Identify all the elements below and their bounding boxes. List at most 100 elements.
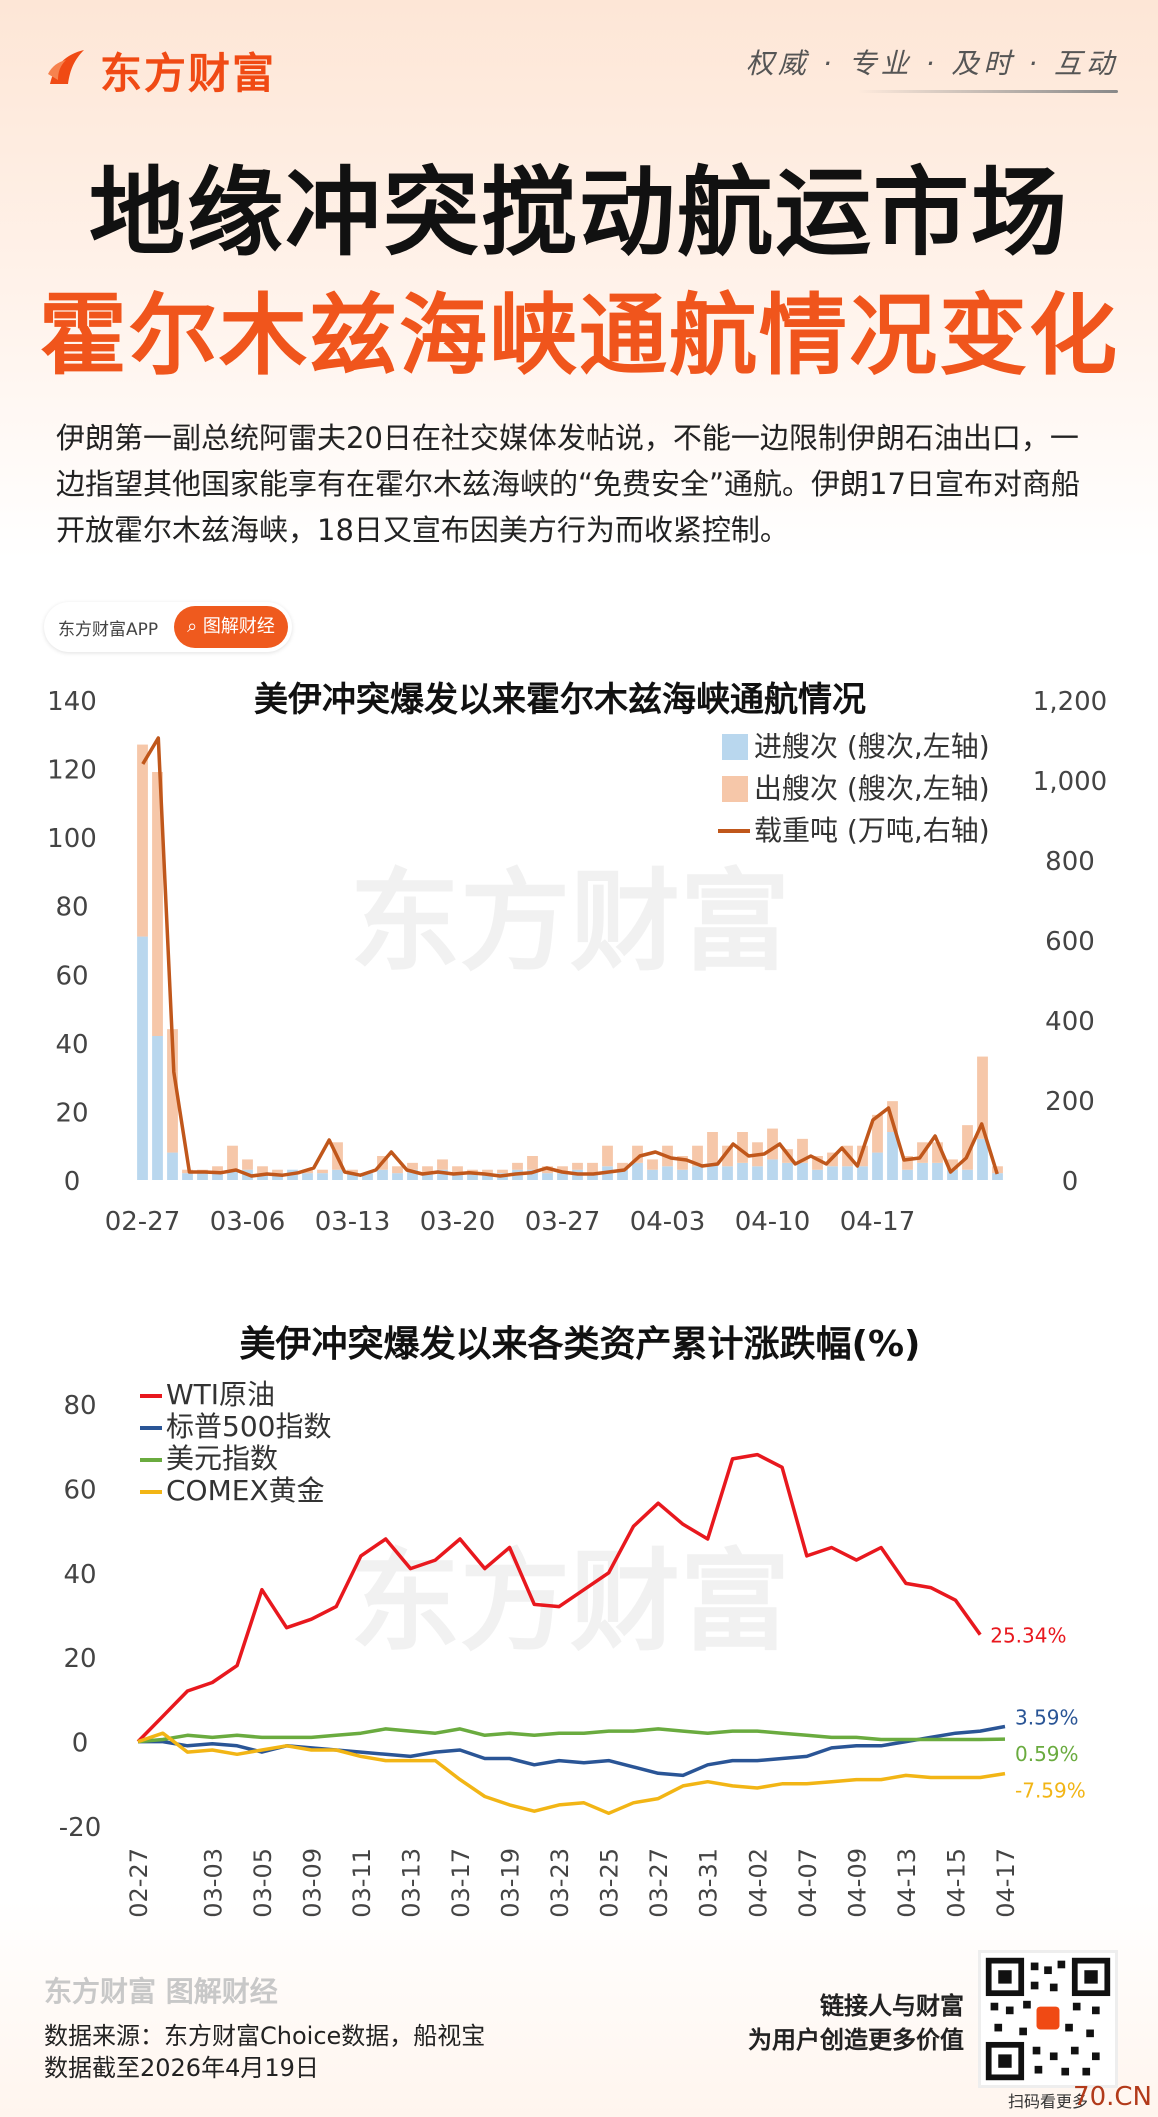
y-left-tick-label: 0 — [64, 1167, 81, 1197]
legend-label: 美元指数 — [166, 1442, 278, 1475]
y-right-tick-label: 400 — [1045, 1007, 1095, 1037]
x-tick-label: 04-03 — [630, 1207, 706, 1237]
bar-inbound — [137, 936, 148, 1180]
bar-outbound — [182, 1169, 193, 1174]
x-tick-label: 02-27 — [105, 1207, 181, 1237]
bar-inbound — [452, 1173, 463, 1180]
bar-outbound — [572, 1162, 583, 1170]
legend-swatch-outbound — [722, 776, 748, 802]
bar-outbound — [617, 1162, 628, 1170]
bar-outbound — [632, 1145, 643, 1163]
x-tick-label: 03-20 — [420, 1207, 496, 1237]
series-line — [136, 1452, 982, 1743]
bar-inbound — [962, 1169, 973, 1180]
bar-outbound — [422, 1166, 433, 1174]
bar-inbound — [947, 1169, 958, 1180]
legend-label-outbound: 出艘次 (艘次,左轴) — [754, 772, 990, 805]
data-date: 数据截至2026年4月19日 — [44, 2054, 319, 2082]
bar-outbound — [977, 1056, 988, 1139]
bar-outbound — [557, 1166, 568, 1174]
bar-inbound — [557, 1173, 568, 1180]
bar-inbound — [302, 1173, 313, 1180]
bar-inbound — [332, 1169, 343, 1180]
bar-inbound — [812, 1169, 823, 1180]
app-name: 东方财富APP — [58, 620, 159, 640]
bar-inbound — [617, 1169, 628, 1180]
y-left-tick-label: 140 — [47, 687, 97, 717]
bar-outbound — [347, 1169, 358, 1174]
end-value-label: -7.59% — [1015, 1779, 1086, 1803]
y-left-tick-label: 120 — [47, 756, 97, 786]
bar-inbound — [422, 1173, 433, 1180]
bar-inbound — [212, 1173, 223, 1180]
bar-outbound — [527, 1156, 538, 1170]
bar-inbound — [692, 1166, 703, 1180]
bar-inbound — [902, 1169, 913, 1180]
qr-code[interactable] — [978, 1950, 1118, 2088]
bar-outbound — [437, 1159, 448, 1170]
bar-outbound — [452, 1166, 463, 1174]
chart2-watermark: 东方财富 — [350, 1538, 790, 1666]
end-value-label: 25.34% — [990, 1624, 1066, 1648]
bar-outbound — [932, 1142, 943, 1163]
bar-outbound — [272, 1169, 283, 1174]
bar-inbound — [407, 1169, 418, 1180]
y-tick-label: 0 — [72, 1729, 89, 1759]
y-right-tick-label: 1,200 — [1033, 687, 1107, 717]
series-line-tonnage — [141, 736, 999, 1178]
bar-outbound — [947, 1159, 958, 1170]
y-tick-label: 20 — [63, 1644, 96, 1674]
y-right-tick-label: 800 — [1045, 847, 1095, 877]
bar-inbound — [782, 1162, 793, 1180]
bar-outbound — [242, 1159, 253, 1170]
end-value-label: 3.59% — [1015, 1705, 1079, 1729]
assets-chart: 东方财富 80 60 40 20 0 -20 25.34% 3.59% 0.59% -7.59% 02… — [59, 1378, 1086, 1918]
bar-outbound — [722, 1145, 733, 1167]
bar-outbound — [692, 1145, 703, 1167]
bar-inbound — [662, 1166, 673, 1180]
bar-outbound — [647, 1159, 658, 1170]
x-tick-label: 03-09 — [298, 1848, 326, 1918]
bar-outbound — [872, 1114, 883, 1153]
bar-outbound — [407, 1162, 418, 1170]
bar-inbound — [167, 1152, 178, 1180]
bar-outbound — [167, 1029, 178, 1153]
x-tick-label: 04-02 — [744, 1848, 772, 1918]
bar-inbound — [767, 1159, 778, 1180]
legend-label: WTI原油 — [166, 1378, 275, 1411]
bar-inbound — [197, 1173, 208, 1180]
slogan-underline — [858, 90, 1118, 93]
bar-inbound — [647, 1169, 658, 1180]
y-tick-label: 80 — [63, 1391, 96, 1421]
x-tick-label: 02-27 — [125, 1848, 153, 1918]
y-right-tick-label: 0 — [1062, 1167, 1079, 1197]
y-left-tick-label: 40 — [55, 1030, 88, 1060]
x-tick-label: 04-13 — [893, 1848, 921, 1918]
x-tick-label: 03-27 — [645, 1848, 673, 1918]
bar-outbound — [602, 1145, 613, 1167]
bar-inbound — [872, 1152, 883, 1180]
bar-inbound — [707, 1162, 718, 1180]
y-tick-label: 40 — [63, 1560, 96, 1590]
app-badge[interactable]: 东方财富APP ⌕ 图解财经 — [44, 602, 292, 652]
bar-outbound — [482, 1169, 493, 1174]
bar-inbound — [827, 1166, 838, 1180]
bar-inbound — [737, 1162, 748, 1180]
bar-inbound — [347, 1173, 358, 1180]
bar-inbound — [632, 1162, 643, 1180]
bar-inbound — [272, 1173, 283, 1180]
bar-inbound — [677, 1169, 688, 1180]
bar-inbound — [857, 1166, 868, 1180]
bar-outbound — [962, 1125, 973, 1170]
bar-inbound — [542, 1173, 553, 1180]
legend-label: COMEX黄金 — [166, 1474, 325, 1507]
y-tick-label: -20 — [59, 1813, 101, 1843]
graphic-finance-button[interactable]: ⌕ 图解财经 — [174, 606, 288, 648]
bar-inbound — [482, 1173, 493, 1180]
legend-swatch-inbound — [722, 734, 748, 760]
data-source: 数据来源：东方财富Choice数据，船视宝 — [44, 2022, 486, 2050]
y-left-tick-label: 80 — [55, 893, 88, 923]
x-tick-label: 03-13 — [398, 1848, 426, 1918]
bar-outbound — [497, 1169, 508, 1174]
y-right-tick-label: 200 — [1045, 1087, 1095, 1117]
